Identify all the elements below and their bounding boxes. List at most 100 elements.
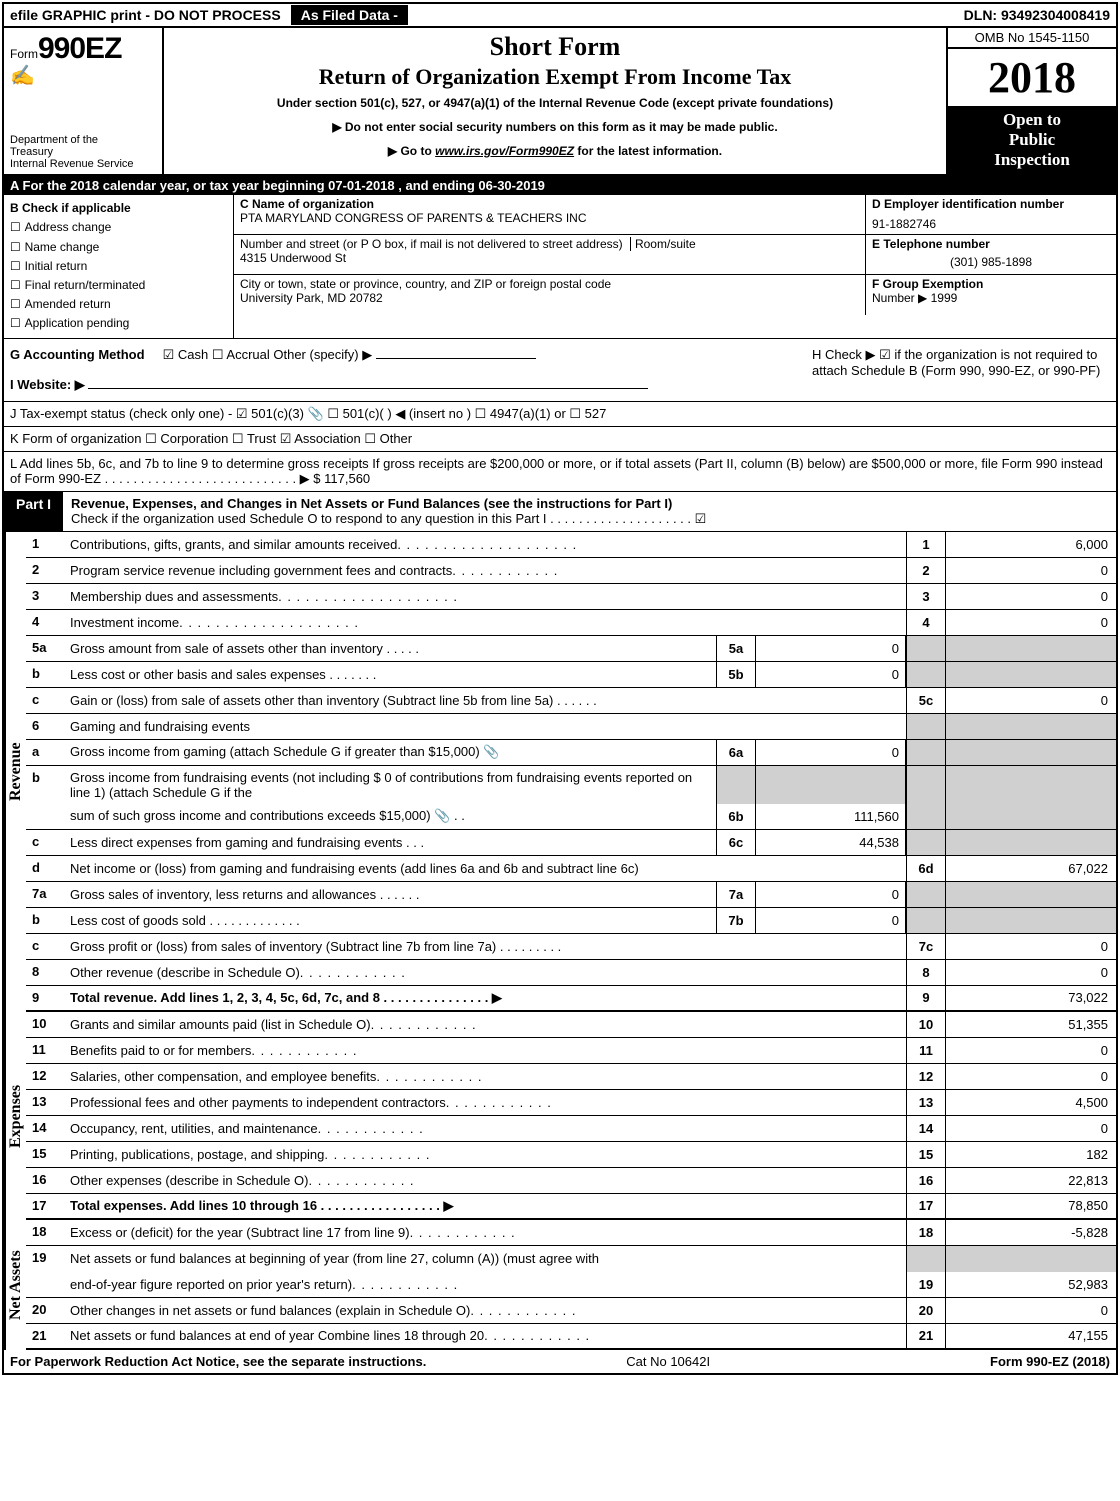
ln5c-val: 0 xyxy=(946,688,1116,713)
ln7c-rnum: 7c xyxy=(906,934,946,959)
ln15-val: 182 xyxy=(946,1142,1116,1167)
ln2-desc: Program service revenue including govern… xyxy=(66,558,906,583)
ln8-val: 0 xyxy=(946,960,1116,985)
topbar-efile: efile GRAPHIC print - DO NOT PROCESS xyxy=(4,5,287,25)
ln4-rnum: 4 xyxy=(906,610,946,635)
ln3-val: 0 xyxy=(946,584,1116,609)
ln11-desc: Benefits paid to or for members xyxy=(66,1038,906,1063)
ln6-desc: Gaming and fundraising events xyxy=(66,714,906,739)
sidebar-expenses: Expenses xyxy=(4,1012,26,1220)
ln7b-num: b xyxy=(26,908,66,933)
box-city: City or town, state or province, country… xyxy=(234,275,866,315)
ln2-num: 2 xyxy=(26,558,66,583)
sidebar-netassets: Net Assets xyxy=(4,1220,26,1350)
col-cde: C Name of organization PTA MARYLAND CONG… xyxy=(234,195,1116,337)
g-other-input[interactable] xyxy=(376,358,536,359)
ln7a-desc: Gross sales of inventory, less returns a… xyxy=(66,882,716,907)
ln6c-num: c xyxy=(26,830,66,855)
ln5a-num: 5a xyxy=(26,636,66,661)
ln20-val: 0 xyxy=(946,1298,1116,1323)
goto-link[interactable]: www.irs.gov/Form990EZ xyxy=(435,144,574,158)
form-prefix: Form xyxy=(10,47,38,61)
form-number: 990EZ xyxy=(38,32,121,65)
ln12-desc: Salaries, other compensation, and employ… xyxy=(66,1064,906,1089)
cert-icon: ✍ xyxy=(10,66,156,86)
header-right: OMB No 1545-1150 2018 Open to Public Ins… xyxy=(946,28,1116,174)
row-gh: G Accounting Method ☑ Cash ☐ Accrual Oth… xyxy=(4,339,1116,402)
i-website-input[interactable] xyxy=(88,388,648,389)
chk-name-change[interactable]: ☐ xyxy=(10,240,25,254)
ln1-num: 1 xyxy=(26,532,66,557)
ln3-rnum: 3 xyxy=(906,584,946,609)
inspect-l1: Open to xyxy=(950,110,1114,130)
ln15-num: 15 xyxy=(26,1142,66,1167)
ln6d-val: 67,022 xyxy=(946,856,1116,881)
arrow-ssn: ▶ Do not enter social security numbers o… xyxy=(172,120,938,134)
ln7a-grey2 xyxy=(946,882,1116,907)
omb-number: OMB No 1545-1150 xyxy=(948,28,1116,49)
ln6d-desc: Net income or (loss) from gaming and fun… xyxy=(66,856,906,881)
ln6b-sgrey2 xyxy=(756,766,906,804)
i-website: I Website: ▶ xyxy=(10,377,85,392)
chk-address-change[interactable]: ☐ xyxy=(10,220,25,234)
ln20-rnum: 20 xyxy=(906,1298,946,1323)
ln19-grey2 xyxy=(946,1246,1116,1272)
box-c-name: C Name of organization PTA MARYLAND CONG… xyxy=(234,195,866,234)
ln4-desc: Investment income xyxy=(66,610,906,635)
topbar-asfiled-tab: As Filed Data - xyxy=(291,5,408,25)
ln6a-desc: Gross income from gaming (attach Schedul… xyxy=(66,740,716,765)
ln8-desc: Other revenue (describe in Schedule O) xyxy=(66,960,906,985)
ln21-val: 47,155 xyxy=(946,1324,1116,1348)
chk-app-pending[interactable]: ☐ xyxy=(10,316,25,330)
chk-final-return[interactable]: ☐ xyxy=(10,278,25,292)
footer-formref: Form 990-EZ (2018) xyxy=(910,1354,1110,1369)
ln9-val: 73,022 xyxy=(946,986,1116,1010)
topbar: efile GRAPHIC print - DO NOT PROCESS As … xyxy=(4,4,1116,28)
city-value: University Park, MD 20782 xyxy=(240,291,859,305)
dept-line2: Treasury xyxy=(10,146,156,158)
ln17-desc: Total expenses. Add lines 10 through 16 … xyxy=(66,1194,906,1218)
ln19-desc: Net assets or fund balances at beginning… xyxy=(66,1246,906,1272)
footer: For Paperwork Reduction Act Notice, see … xyxy=(4,1350,1116,1373)
ln9-desc: Total revenue. Add lines 1, 2, 3, 4, 5c,… xyxy=(66,986,906,1010)
ln6c-snum: 6c xyxy=(716,830,756,855)
ln4-num: 4 xyxy=(26,610,66,635)
ln6b-grey1 xyxy=(906,766,946,804)
ln5a-sval: 0 xyxy=(756,636,906,661)
lbl-name-change: Name change xyxy=(25,240,100,254)
ln2-rnum: 2 xyxy=(906,558,946,583)
ln19b-num xyxy=(26,1272,66,1297)
lbl-final-return: Final return/terminated xyxy=(25,278,146,292)
ln21-num: 21 xyxy=(26,1324,66,1348)
ln19b-val: 52,983 xyxy=(946,1272,1116,1297)
ln11-num: 11 xyxy=(26,1038,66,1063)
ln6b2-snum: 6b xyxy=(716,804,756,829)
ln6d-rnum: 6d xyxy=(906,856,946,881)
chk-amended[interactable]: ☐ xyxy=(10,297,25,311)
row-k: K Form of organization ☐ Corporation ☐ T… xyxy=(4,427,1116,452)
ln6a-sval: 0 xyxy=(756,740,906,765)
footer-catno: Cat No 10642I xyxy=(426,1354,910,1369)
f-num-label: Number ▶ xyxy=(872,291,927,305)
ln10-rnum: 10 xyxy=(906,1012,946,1037)
g-options[interactable]: ☑ Cash ☐ Accrual Other (specify) ▶ xyxy=(163,347,373,362)
ln6a-snum: 6a xyxy=(716,740,756,765)
part1-title-text: Revenue, Expenses, and Changes in Net As… xyxy=(71,496,672,511)
chk-initial-return[interactable]: ☐ xyxy=(10,259,25,273)
ln16-desc: Other expenses (describe in Schedule O) xyxy=(66,1168,906,1193)
ln3-num: 3 xyxy=(26,584,66,609)
ln14-rnum: 14 xyxy=(906,1116,946,1141)
ln6b2-grey1 xyxy=(906,804,946,829)
ln5a-snum: 5a xyxy=(716,636,756,661)
row-a-taxyear: A For the 2018 calendar year, or tax yea… xyxy=(4,176,1116,195)
ln6d-num: d xyxy=(26,856,66,881)
ln10-desc: Grants and similar amounts paid (list in… xyxy=(66,1012,906,1037)
part1-check-line: Check if the organization used Schedule … xyxy=(71,511,706,526)
netassets-section: Net Assets 18Excess or (deficit) for the… xyxy=(4,1220,1116,1350)
ln6a-grey1 xyxy=(906,740,946,765)
ln20-num: 20 xyxy=(26,1298,66,1323)
ln6a-num: a xyxy=(26,740,66,765)
ln6b-sgrey1 xyxy=(716,766,756,804)
header: Form990EZ ✍ Department of the Treasury I… xyxy=(4,28,1116,176)
d-ein-value: 91-1882746 xyxy=(872,217,1110,231)
